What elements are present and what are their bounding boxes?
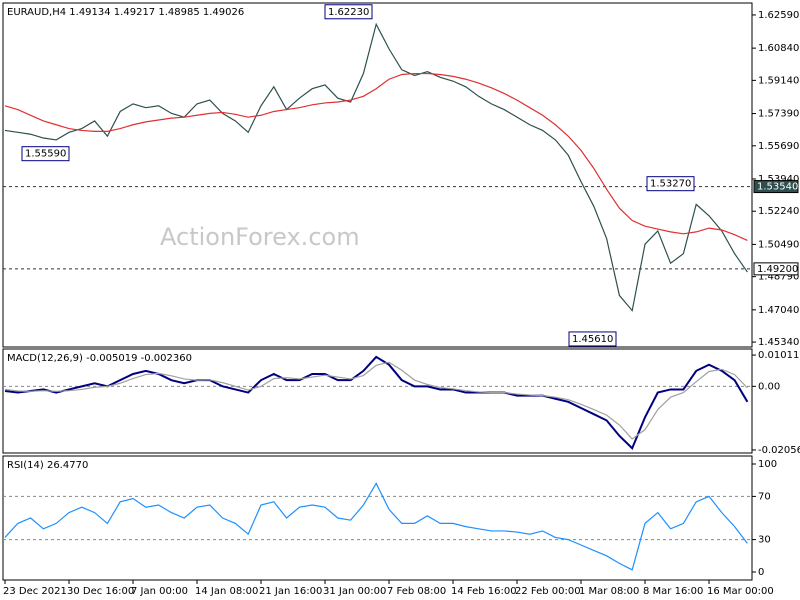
y-tick-label: 0.010113 (758, 350, 800, 361)
x-tick-label: 23 Dec 2021 (3, 586, 67, 597)
price-label: 1.53540 (757, 182, 798, 193)
x-tick-label: 14 Jan 08:00 (195, 586, 258, 597)
y-tick-label: 70 (758, 491, 771, 502)
series-line (4, 22, 748, 312)
y-tick-label: 1.45340 (758, 337, 799, 348)
x-tick-label: 8 Mar 16:00 (643, 586, 703, 597)
y-tick-label: 100 (758, 459, 777, 470)
panel-frame (2, 455, 753, 581)
annotation-box (324, 4, 373, 20)
y-tick-label: 1.50490 (758, 239, 799, 250)
series-line (4, 72, 748, 241)
x-tick-label: 30 Dec 16:00 (67, 586, 134, 597)
annotation-label: 1.53270 (650, 179, 691, 190)
price-label-box (753, 262, 799, 276)
panel-title: RSI(14) 26.4770 (7, 460, 88, 471)
x-tick-label: 21 Jan 16:00 (259, 586, 322, 597)
panel-frame (2, 2, 753, 348)
x-tick-label: 7 Jan 00:00 (131, 586, 188, 597)
annotation-label: 1.45610 (572, 334, 613, 345)
panel-frame (2, 348, 753, 454)
panel-title: MACD(12,26,9) -0.005019 -0.002360 (7, 353, 192, 364)
y-tick-label: 1.48790 (758, 272, 799, 283)
annotation-label: 1.55590 (25, 149, 66, 160)
series-line (4, 355, 749, 450)
y-tick-label: 30 (758, 535, 771, 546)
series-line (4, 361, 748, 440)
price-label-box (753, 180, 799, 194)
y-tick-label: 0.00 (758, 381, 780, 392)
price-label: 1.49200 (757, 264, 798, 275)
y-tick-label: 1.59140 (758, 75, 799, 86)
annotation-box (21, 146, 70, 162)
annotation-box (646, 176, 695, 192)
y-tick-label: 1.57390 (758, 109, 799, 120)
panel-title: EURAUD,H4 1.49134 1.49217 1.48985 1.4902… (7, 7, 244, 18)
y-tick-label: 1.47040 (758, 305, 799, 316)
y-tick-label: 0 (758, 567, 764, 578)
x-tick-label: 22 Feb 00:00 (515, 586, 581, 597)
annotation-box (568, 331, 617, 347)
annotation-label: 1.62230 (328, 7, 369, 18)
y-tick-label: 1.52240 (758, 206, 799, 217)
y-tick-label: 1.60840 (758, 43, 799, 54)
x-tick-label: 1 Mar 08:00 (579, 586, 639, 597)
x-tick-label: 31 Jan 00:00 (323, 586, 386, 597)
x-tick-label: 7 Feb 08:00 (387, 586, 446, 597)
watermark: ActionForex.com (160, 223, 360, 251)
x-tick-label: 14 Feb 16:00 (451, 586, 517, 597)
y-tick-label: 1.62590 (758, 10, 799, 21)
y-tick-label: -0.020561 (758, 445, 800, 456)
x-tick-label: 16 Mar 00:00 (707, 586, 774, 597)
series-line (4, 482, 748, 571)
y-tick-label: 1.55690 (758, 141, 799, 152)
y-tick-label: 1.53940 (758, 174, 799, 185)
